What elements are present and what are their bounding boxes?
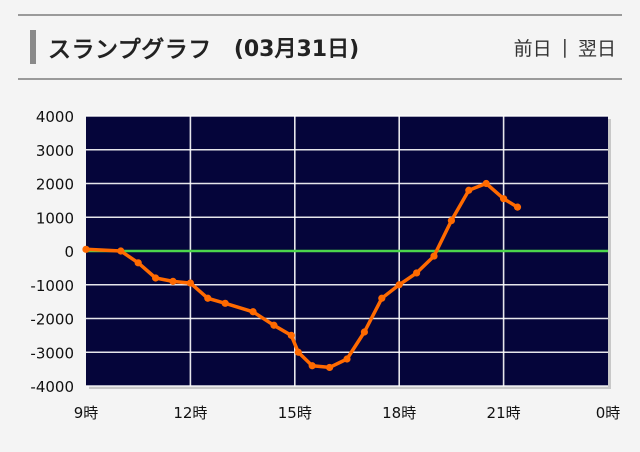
x-tick-label-5: 0時 [596, 404, 621, 422]
data-point-0-22 [482, 179, 490, 188]
title-accent-bar [30, 30, 36, 64]
data-point-0-3 [152, 274, 160, 282]
x-tick-label-0: 9時 [74, 404, 99, 422]
data-point-0-7 [221, 299, 229, 307]
data-point-0-20 [447, 217, 455, 225]
page-header: スランプグラフ (03月31日) 前日 | 翌日 [30, 30, 616, 64]
y-tick-label-4: 0 [64, 243, 74, 261]
y-tick-label-6: -2000 [30, 311, 74, 329]
next-day-link[interactable]: 翌日 [577, 37, 616, 60]
data-point-0-4 [169, 277, 177, 285]
data-point-0-10 [287, 331, 295, 339]
page-title: スランプグラフ [48, 37, 212, 63]
y-tick-label-8: -4000 [30, 378, 74, 396]
data-point-0-23 [500, 195, 508, 203]
x-tick-label-4: 21時 [487, 404, 521, 422]
data-point-0-19 [430, 252, 438, 260]
y-tick-label-5: -1000 [30, 277, 74, 295]
data-point-0-11 [294, 348, 302, 356]
y-tick-label-1: 3000 [36, 142, 74, 160]
data-point-0-16 [378, 294, 386, 302]
y-tick-label-2: 2000 [36, 176, 74, 194]
slump-graph: 4000 3000 2000 1000 0 -1000 -2000 -3000 -4000 9時 1… [0, 96, 640, 448]
nav-separator: | [561, 36, 568, 58]
y-tick-label-0: 4000 [36, 108, 74, 126]
x-tick-label-3: 18時 [382, 404, 416, 422]
data-point-0-15 [360, 328, 368, 336]
day-navigation: 前日 | 翌日 [514, 34, 616, 61]
x-tick-label-2: 15時 [278, 404, 312, 422]
top-divider [18, 14, 622, 16]
page-date: (03月31日) [233, 37, 360, 62]
data-point-0-6 [204, 294, 212, 302]
data-point-0-24 [513, 203, 522, 211]
header-divider [18, 78, 622, 80]
data-point-0-17 [395, 281, 403, 289]
data-point-0-9 [270, 321, 278, 329]
data-point-0-1 [117, 247, 125, 255]
x-tick-label-1: 12時 [173, 404, 207, 422]
data-point-0-18 [413, 269, 421, 277]
data-point-0-8 [249, 308, 257, 316]
y-tick-label-3: 1000 [36, 209, 74, 227]
data-point-0-12 [308, 362, 316, 370]
data-point-0-13 [326, 363, 334, 372]
data-point-0-14 [343, 355, 351, 363]
data-point-0-21 [465, 186, 473, 194]
data-point-0-0 [82, 245, 90, 253]
data-point-0-2 [134, 259, 142, 267]
data-point-0-5 [186, 279, 194, 287]
prev-day-link[interactable]: 前日 [513, 37, 552, 60]
title-group: スランプグラフ (03月31日) [30, 30, 359, 64]
y-tick-label-7: -3000 [30, 344, 74, 362]
